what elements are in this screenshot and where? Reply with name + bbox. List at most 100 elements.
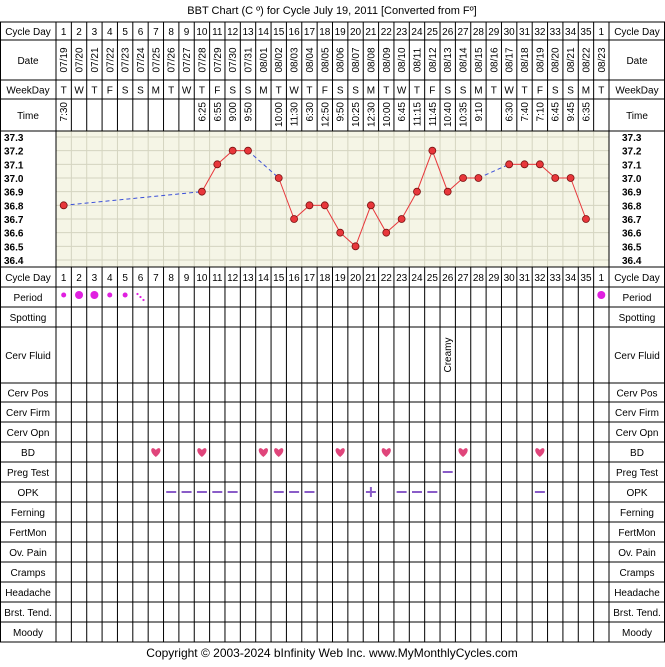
spotting-dot — [139, 295, 142, 299]
heart-icon — [335, 448, 345, 457]
cycle-day-number: 32 — [534, 27, 546, 38]
cerv-fluid-label: Creamy — [443, 337, 454, 372]
temp-point — [382, 228, 391, 237]
time-label: 6:35 — [581, 102, 592, 122]
cycle-day-number: 23 — [396, 27, 408, 38]
date-label: 08/15 — [474, 47, 485, 72]
row-label-bd: BD — [21, 448, 35, 459]
weekday-label: F — [107, 86, 113, 97]
row-label-ferning-right: Ferning — [620, 508, 654, 519]
date-label: 08/14 — [459, 47, 470, 72]
cycle-day-number: 25 — [427, 273, 439, 284]
row-label-period-right: Period — [623, 293, 652, 304]
date-label: 08/04 — [305, 47, 316, 72]
period-dot — [61, 292, 67, 298]
weekday-label: T — [598, 86, 604, 97]
y-tick-label-left: 37.0 — [4, 174, 24, 185]
weekday-label: M — [152, 86, 160, 97]
weekday-label: S — [122, 86, 129, 97]
temp-point — [244, 146, 252, 155]
temp-line-segment — [201, 164, 218, 192]
time-label: 9:45 — [566, 102, 577, 122]
cycle-day-number: 7 — [153, 27, 159, 38]
weekday-label: M — [582, 86, 590, 97]
heart-icon — [381, 448, 391, 457]
weekday-label: S — [229, 86, 236, 97]
row-label-preg-test: Preg Test — [7, 468, 49, 479]
weekday-label: F — [322, 86, 328, 97]
date-label: 08/08 — [366, 47, 377, 72]
cycle-day-number: 17 — [304, 27, 316, 38]
time-label: 11:45 — [428, 102, 439, 127]
cycle-day-number: 31 — [519, 273, 531, 284]
time-label: 6:55 — [213, 102, 224, 122]
row-label-brst-tend-right: Brst. Tend. — [613, 608, 661, 619]
y-tick-label-right: 36.9 — [622, 188, 642, 199]
row-label-weekday-right: WeekDay — [615, 86, 658, 97]
temp-gap-line — [478, 163, 510, 179]
cycle-day-number: 15 — [273, 273, 285, 284]
row-label-cramps-right: Cramps — [619, 568, 654, 579]
cycle-day-number: 24 — [411, 27, 423, 38]
row-label-cerv-fluid: Cerv Fluid — [5, 351, 51, 362]
y-tick-label-left: 36.5 — [4, 242, 24, 253]
time-label: 9:00 — [228, 102, 239, 122]
weekday-label: T — [91, 86, 97, 97]
temp-point — [305, 201, 314, 210]
cycle-day-number: 14 — [258, 27, 270, 38]
weekday-label: S — [460, 86, 467, 97]
time-label: 12:50 — [320, 102, 331, 127]
time-label: 7:40 — [520, 102, 531, 122]
cycle-day-number: 27 — [458, 27, 470, 38]
time-label: 10:25 — [351, 102, 362, 127]
cycle-day-number: 17 — [304, 273, 316, 284]
date-label: 07/27 — [182, 47, 193, 72]
temp-point — [551, 174, 560, 182]
cycle-day-number: 2 — [76, 27, 82, 38]
period-dot — [90, 291, 99, 299]
cycle-day-number: 8 — [168, 27, 174, 38]
row-label-moody: Moody — [13, 628, 43, 639]
cycle-day-number: 2 — [76, 273, 82, 284]
y-tick-label-left: 36.8 — [4, 201, 24, 212]
temp-gap-line — [63, 191, 202, 206]
cycle-day-number: 1 — [61, 27, 67, 38]
temp-point — [290, 215, 298, 223]
temp-point — [320, 201, 329, 210]
weekday-label: F — [429, 86, 435, 97]
temp-line-segment — [370, 205, 387, 233]
date-label: 08/05 — [320, 47, 331, 72]
temp-point — [413, 187, 421, 196]
cycle-day-number: 32 — [534, 273, 546, 284]
heart-icon — [535, 448, 545, 457]
row-label-cerv-opn: Cerv Opn — [7, 428, 50, 439]
row-label-cycle-day-right: Cycle Day — [614, 273, 660, 284]
date-label: 07/25 — [151, 47, 162, 72]
y-tick-label-left: 36.4 — [4, 256, 24, 267]
row-label-headache: Headache — [5, 588, 51, 599]
date-label: 08/18 — [520, 47, 531, 72]
date-label: 07/31 — [244, 47, 255, 72]
weekday-label: W — [74, 86, 84, 97]
row-label-fertmon-right: FertMon — [618, 528, 655, 539]
cycle-day-number: 21 — [365, 27, 377, 38]
cycle-day-number: 8 — [168, 273, 174, 284]
row-label-cramps: Cramps — [10, 568, 45, 579]
cycle-day-number: 6 — [138, 273, 144, 284]
date-label: 08/09 — [382, 47, 393, 72]
row-label-date: Date — [17, 56, 39, 67]
spotting-dot — [142, 298, 145, 302]
time-label: 12:30 — [366, 102, 377, 127]
temp-line-segment — [401, 191, 418, 220]
temp-line-segment — [355, 205, 372, 247]
period-dot — [122, 292, 128, 298]
temp-point — [535, 160, 544, 169]
weekday-label: S — [337, 86, 344, 97]
date-label: 07/29 — [213, 47, 224, 72]
y-tick-label-right: 36.4 — [622, 256, 642, 267]
row-label-brst-tend: Brst. Tend. — [4, 608, 52, 619]
cycle-day-number: 1 — [599, 27, 605, 38]
weekday-label: S — [245, 86, 252, 97]
cycle-day-number: 33 — [550, 27, 562, 38]
